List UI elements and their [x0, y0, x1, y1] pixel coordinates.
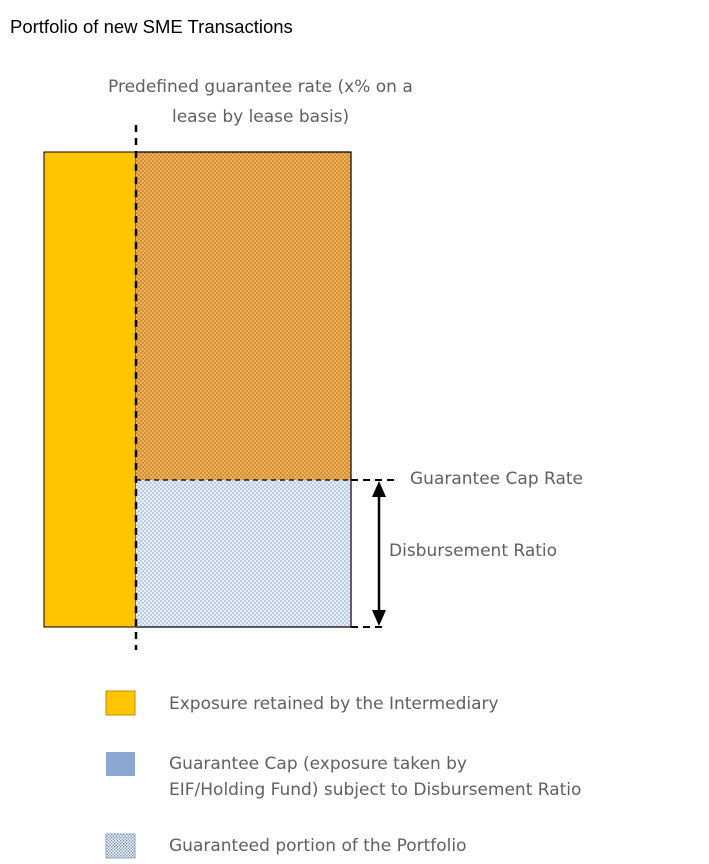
- legend-label-cap-line2: EIF/Holding Fund) subject to Disbursemen…: [169, 780, 582, 800]
- legend-label-retained: Exposure retained by the Intermediary: [169, 694, 499, 714]
- legend-label-cap-line1: Guarantee Cap (exposure taken by: [169, 754, 467, 774]
- disbursement-arrow-head-up: [372, 481, 386, 497]
- guaranteed-portion-upper-block: [136, 152, 351, 480]
- guarantee-rate-label-line1: Predefined guarantee rate (x% on a: [108, 77, 413, 97]
- portfolio-outline: [136, 151, 352, 628]
- legend-label-guaranteed: Guaranteed portion of the Portfolio: [169, 836, 467, 856]
- disbursement-ratio-label: Disbursement Ratio: [389, 541, 558, 561]
- diagram-title: Portfolio of new SME Transactions: [10, 16, 293, 37]
- legend-swatch-guaranteed: [105, 833, 136, 859]
- retained-exposure-block: [43, 151, 137, 628]
- guarantee-rate-label-line2: lease by lease basis): [172, 107, 350, 127]
- legend-swatch-cap: [106, 752, 135, 776]
- guarantee-cap-block: [136, 480, 351, 627]
- legend-swatch-retained: [105, 690, 136, 716]
- disbursement-arrow-head-down: [372, 610, 386, 626]
- cap-rate-label: Guarantee Cap Rate: [410, 469, 583, 489]
